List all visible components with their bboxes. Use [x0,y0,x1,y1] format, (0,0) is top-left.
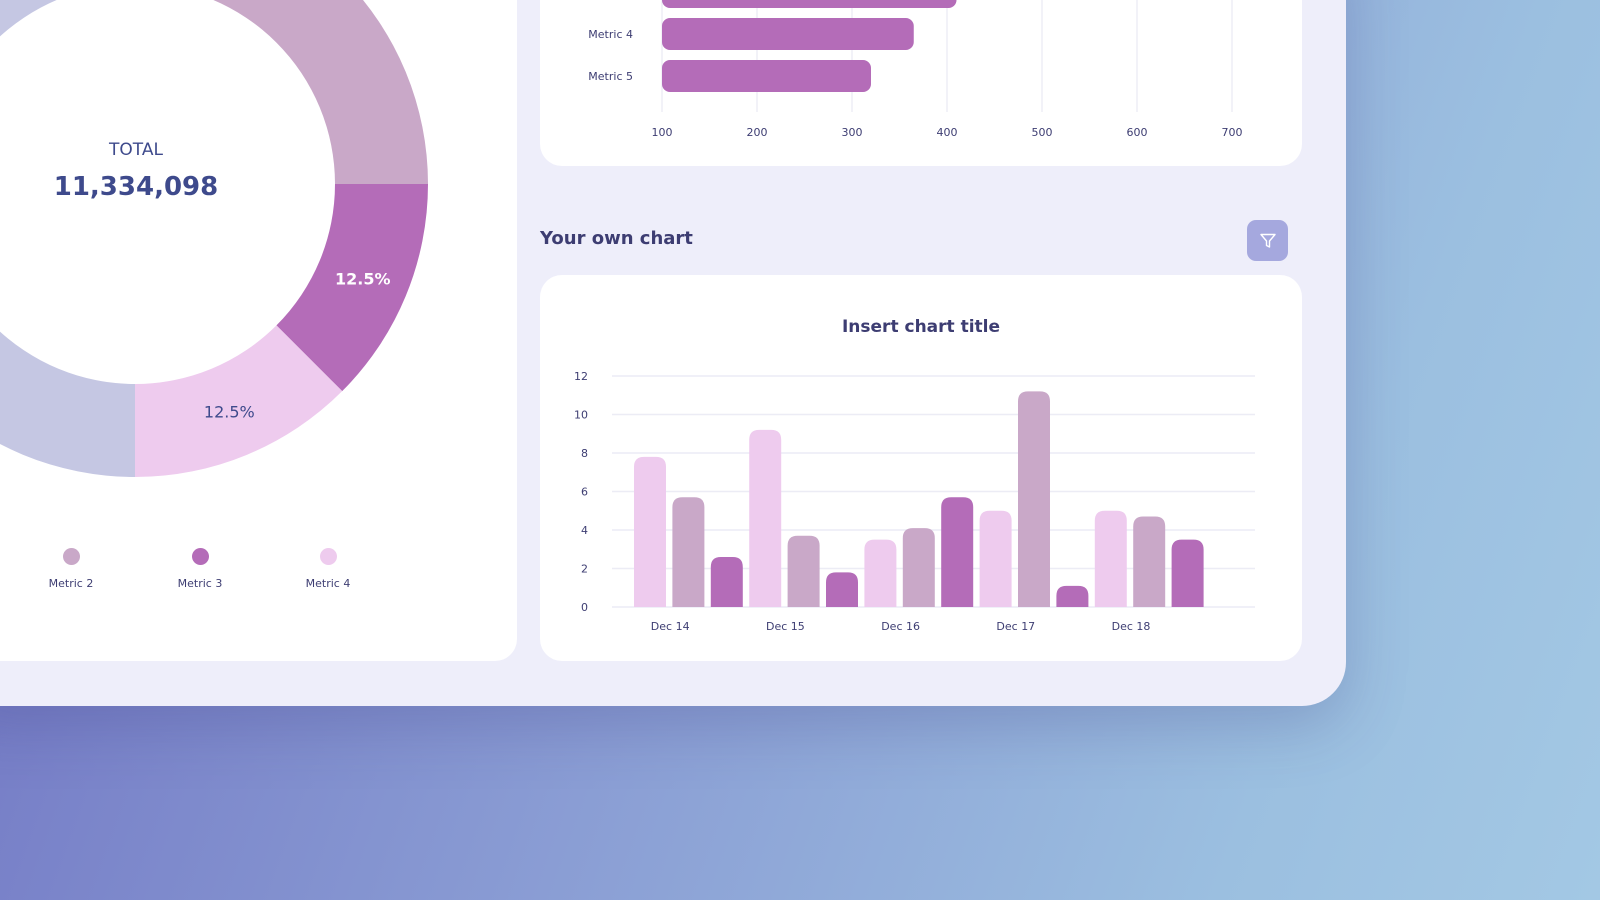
column-bar [672,497,705,607]
legend-item-metric-3[interactable]: Metric 3 [140,548,260,590]
x-tick-label: 500 [1032,126,1053,139]
donut-center-label: TOTAL [109,140,163,160]
column-bar [1094,510,1127,607]
legend-label: Metric 4 [305,577,351,590]
chart-title: Insert chart title [842,317,1000,337]
column-bar [710,556,743,607]
column-bar [864,539,897,607]
donut-slice-remaining [0,0,135,477]
x-tick-label: 600 [1127,126,1148,139]
column-chart: Insert chart title 0 2 4 6 8 10 12 Dec 14 Dec 15 D… [574,317,1255,633]
column-bar [1133,516,1166,607]
legend-item-metric-2[interactable]: Metric 2 [11,548,131,590]
column-bar [749,429,782,607]
bar [662,60,871,92]
column-bar [634,456,666,607]
x-tick-label: 200 [747,126,768,139]
legend-dot [191,548,209,565]
y-tick-label: 4 [581,524,588,537]
donut-slice-label: 12.5% [335,269,391,288]
x-category-label: Dec 17 [996,620,1035,633]
section-title: Your own chart [540,228,693,249]
column-bar [902,528,935,607]
x-category-label: Dec 18 [1112,620,1151,633]
x-category-label: Dec 15 [766,620,805,633]
column-bar [1171,539,1204,607]
column-bar [787,535,820,607]
horizontal-bar-chart: 100 200 300 400 500 600 700 Metric 4 Metric 5 [588,0,1243,139]
y-tick-label: 10 [574,409,588,422]
donut-slice [276,184,428,392]
y-tick-label: 8 [581,447,588,460]
donut-chart-card [0,0,517,661]
donut-center-value: 11,334,098 [53,172,219,202]
y-category-label: Metric 5 [588,70,633,83]
column-bar [826,572,858,607]
bar [662,0,957,8]
legend-dot [62,548,80,565]
filter-icon [1259,233,1276,248]
bar [662,18,914,50]
filter-button[interactable] [1247,220,1288,261]
donut-slice [135,325,343,477]
legend-item-metric-4[interactable]: Metric 4 [268,548,388,590]
column-bar [941,497,974,607]
x-tick-label: 400 [937,126,958,139]
y-tick-label: 6 [581,486,588,499]
x-tick-label: 100 [652,126,673,139]
y-tick-label: 2 [581,563,588,576]
legend-dot [319,548,337,565]
legend-label: Metric 3 [177,577,223,590]
x-tick-label: 300 [842,126,863,139]
y-category-label: Metric 4 [588,28,633,41]
donut-slice [213,0,428,184]
legend-label: Metric 2 [48,577,94,590]
column-bar [1018,391,1050,607]
column-bar [1056,585,1089,607]
y-tick-label: 12 [574,370,588,383]
x-tick-label: 700 [1222,126,1243,139]
donut-chart: 25%12.5%12.5% [0,0,428,477]
donut-slice-label: 12.5% [204,403,255,422]
y-tick-label: 0 [581,601,588,614]
x-category-label: Dec 16 [881,620,920,633]
x-category-label: Dec 14 [651,620,690,633]
column-bar [979,510,1012,607]
